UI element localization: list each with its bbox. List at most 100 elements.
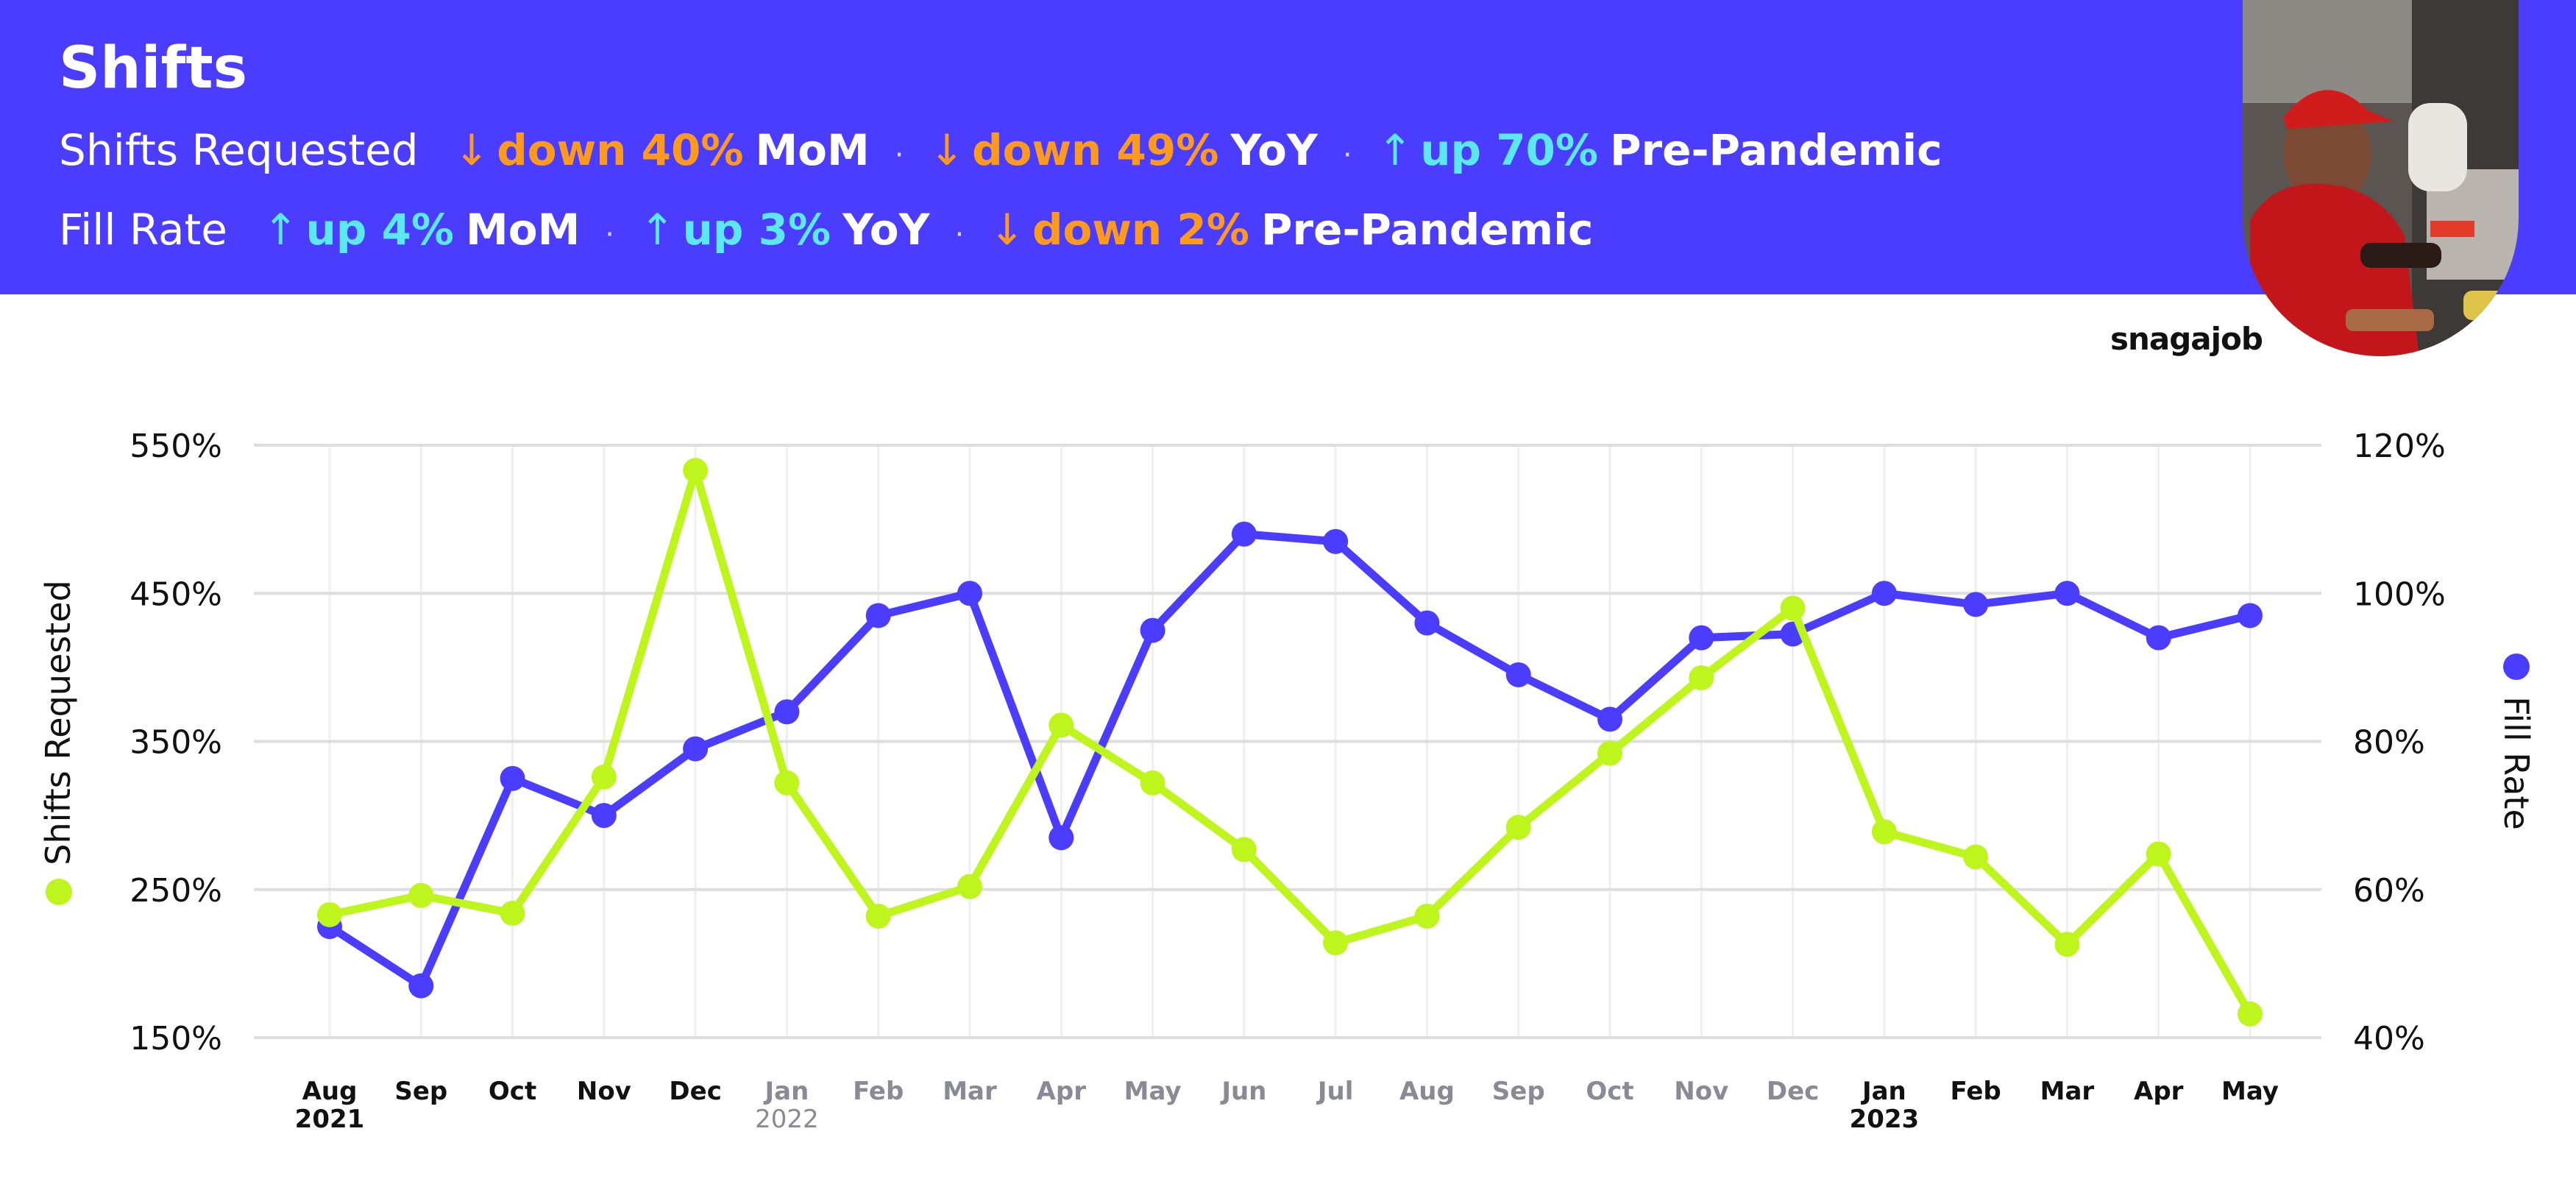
data-point-fill-rate [2238,603,2263,628]
data-point-fill-rate [1963,592,1989,617]
metric-mom: ↑ up 4% MoM [263,205,580,255]
legend-marker-fill-rate [2503,653,2530,680]
data-point-shifts-requested [1963,844,1989,870]
metric-yoy: ↓ down 49% YoY [929,125,1317,175]
y-right-tick-label: 60% [2353,872,2425,910]
data-point-shifts-requested [1780,595,1806,621]
data-point-fill-rate [2146,625,2171,651]
stat-row-fill-rate: Fill Rate ↑ up 4% MoM · ↑ up 3% YoY · ↓ … [59,205,1593,255]
x-tick-year-label: 2021 [295,1105,365,1134]
data-point-shifts-requested [317,901,342,927]
data-point-shifts-requested [1231,837,1257,862]
separator-dot: · [894,138,904,172]
y-right-tick-label: 120% [2353,428,2446,465]
data-point-fill-rate [683,736,709,762]
x-tick-label: Nov [577,1077,631,1106]
data-point-shifts-requested [1323,930,1349,956]
metric-period: MoM [755,125,870,175]
data-point-shifts-requested [500,900,525,926]
x-tick-label: Jul [1316,1077,1354,1106]
labels-layer: 150% 250% 350% 450% 550% 40% 60% 80% 100% 120% Aug… [38,428,2536,1134]
data-point-shifts-requested [1689,665,1714,690]
data-point-shifts-requested [683,458,709,483]
data-point-fill-rate [774,699,800,725]
y-left-tick-label: 350% [129,724,222,762]
data-point-shifts-requested [1505,815,1531,840]
metric-period: YoY [1230,125,1318,175]
data-point-shifts-requested [1049,712,1074,738]
data-point-shifts-requested [1140,770,1165,796]
y-left-tick-label: 450% [129,575,222,613]
worker-photo [2243,0,2519,356]
y-right-tick-label: 100% [2353,575,2446,613]
x-tick-label: Nov [1674,1077,1728,1106]
data-point-fill-rate [957,581,982,606]
data-point-fill-rate [1414,610,1440,636]
data-point-fill-rate [500,765,525,791]
metric-pre-pandemic: ↓ down 2% Pre-Pandemic [989,205,1593,255]
x-tick-year-label: 2023 [1850,1105,1920,1134]
data-point-fill-rate [1049,825,1074,851]
y-left-tick-label: 250% [129,872,222,910]
x-tick-label: Mar [2040,1077,2095,1106]
metric-change: down 2% [1032,205,1249,255]
data-point-shifts-requested [865,903,891,929]
data-point-fill-rate [408,973,434,999]
data-point-fill-rate [1140,617,1165,643]
data-point-fill-rate [591,803,617,829]
x-tick-label: Apr [2134,1077,2184,1106]
data-point-shifts-requested [1597,740,1622,766]
y-left-tick-label: 550% [129,428,222,465]
metric-period: YoY [842,205,930,255]
data-point-shifts-requested [591,764,617,790]
arrow-up-icon: ↑ [639,205,675,255]
separator-dot: · [1342,138,1352,172]
data-point-shifts-requested [408,882,434,908]
y-left-axis-title: Shifts Requested [38,580,78,865]
x-tick-label: Feb [853,1077,904,1106]
arrow-up-icon: ↑ [1377,125,1413,175]
data-point-shifts-requested [1871,819,1897,845]
x-tick-label: Oct [1586,1077,1633,1106]
data-point-fill-rate [1323,528,1349,554]
data-point-shifts-requested [2238,1001,2263,1027]
x-tick-label: Feb [1951,1077,2001,1106]
data-point-shifts-requested [957,874,982,899]
data-point-fill-rate [1597,706,1622,732]
header-banner: Shifts Shifts Requested ↓ down 40% MoM ·… [0,0,2576,294]
stat-label: Shifts Requested [59,125,419,175]
metric-change: up 4% [305,205,455,255]
y-left-tick-label: 150% [129,1020,222,1057]
separator-dot: · [605,218,615,252]
metric-change: down 40% [497,125,744,175]
metric-change: down 49% [972,125,1219,175]
worker-photo-illustration [2243,0,2519,356]
series-layer [317,458,2263,1027]
metric-period: MoM [466,205,581,255]
data-point-shifts-requested [2054,932,2080,957]
data-point-fill-rate [1689,625,1714,651]
x-tick-label: Jan [1861,1077,1906,1106]
page-title: Shifts [59,35,248,102]
x-tick-label: Sep [1492,1077,1545,1106]
series-line-fill-rate [325,530,2254,991]
metric-period: Pre-Pandemic [1260,205,1594,255]
x-tick-label: Jan [764,1077,809,1106]
data-point-fill-rate [1231,521,1257,547]
x-tick-label: Aug [302,1077,358,1106]
y-right-tick-label: 80% [2353,724,2425,762]
data-point-fill-rate [2054,581,2080,606]
x-tick-label: Oct [489,1077,536,1106]
data-point-fill-rate [1505,662,1531,687]
x-tick-year-label: 2022 [755,1105,819,1134]
metric-change: up 70% [1420,125,1599,175]
data-point-fill-rate [1871,581,1897,606]
data-point-shifts-requested [774,770,800,796]
x-tick-label: May [2221,1077,2279,1106]
stat-row-shifts-requested: Shifts Requested ↓ down 40% MoM · ↓ down… [59,125,1942,175]
x-tick-label: May [1124,1077,1182,1106]
metric-change: up 3% [682,205,831,255]
stat-label: Fill Rate [59,205,227,255]
separator-dot: · [954,218,965,252]
y-right-tick-label: 40% [2353,1020,2425,1057]
